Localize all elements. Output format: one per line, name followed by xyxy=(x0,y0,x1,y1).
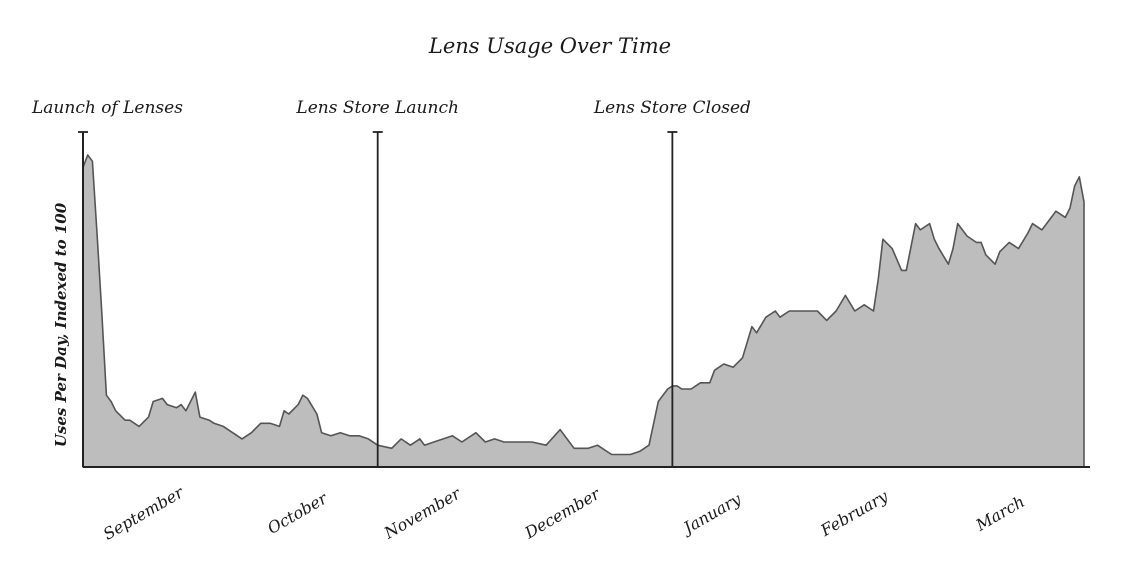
x-tick-labels: September October November December January F… xyxy=(100,482,1028,544)
x-tick-label: October xyxy=(264,488,331,538)
usage-area-series xyxy=(82,154,1085,468)
event-label: Launch of Lenses xyxy=(31,98,183,118)
x-tick-label: February xyxy=(817,486,892,540)
event-label: Lens Store Closed xyxy=(593,98,751,118)
x-tick-label: December xyxy=(521,484,605,543)
x-tick-label: January xyxy=(678,489,745,539)
x-tick-label: November xyxy=(380,483,465,543)
x-tick-label: September xyxy=(100,482,188,544)
x-tick-label: March xyxy=(972,492,1028,535)
y-axis-label: Uses Per Day, Indexed to 100 xyxy=(52,202,70,447)
event-label: Lens Store Launch xyxy=(295,98,459,118)
plot-area xyxy=(82,154,1085,468)
event-markers: Launch of Lenses Lens Store Launch Lens St… xyxy=(31,98,751,467)
chart-title: Lens Usage Over Time xyxy=(428,34,671,58)
